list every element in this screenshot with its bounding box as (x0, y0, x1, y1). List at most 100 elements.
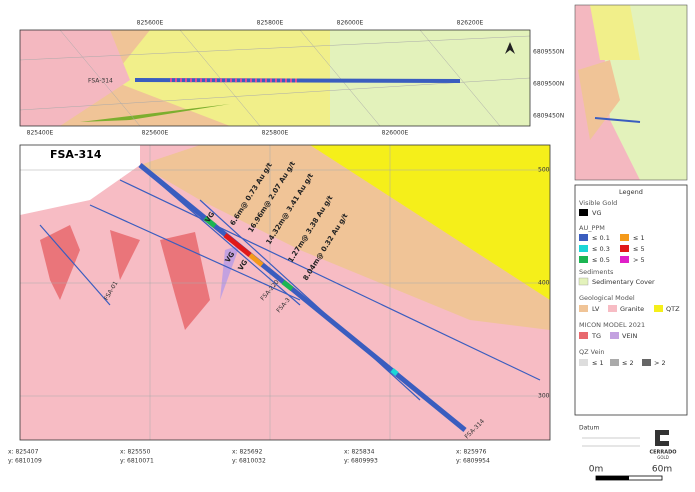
scale-bar-fill (596, 476, 629, 480)
shape (199, 199, 421, 401)
north-arrow (505, 42, 515, 54)
plan-granite-west (20, 30, 130, 126)
legend-item: ≤ 0.3 (592, 245, 610, 253)
legend-item: LV (592, 305, 600, 313)
coord-x: x: 825550 (120, 449, 151, 456)
elevation-tick: 300 (538, 393, 550, 400)
legend-item: ≤ 5 (633, 245, 645, 253)
legend-heading: Sediments (579, 268, 614, 276)
coord-y: y: 6810032 (232, 458, 266, 465)
section-hole-label: FSA-314 (50, 148, 102, 161)
shape (579, 245, 588, 252)
shape (281, 280, 294, 291)
section-vein (220, 245, 240, 300)
legend-item: Granite (620, 305, 644, 313)
shape (590, 5, 640, 60)
elevation-tick: 400 (538, 280, 550, 287)
plan-drillhole (134, 78, 461, 83)
legend-heading: MICON MODEL 2021 (579, 321, 645, 329)
shape (179, 29, 261, 127)
shape (594, 117, 641, 123)
shape (579, 305, 588, 312)
section-drillhole (138, 163, 467, 432)
legend-heading: Visible Gold (579, 199, 617, 207)
legend-item: QTZ (666, 305, 680, 313)
shape (579, 256, 588, 263)
shape (223, 233, 252, 257)
legend-item: Sedimentary Cover (592, 278, 655, 286)
right-tick: 6809500N (533, 81, 564, 88)
legend-item: TG (591, 332, 601, 340)
shape (574, 4, 688, 181)
right-tick: 6809550N (533, 49, 564, 56)
plan-grid (19, 29, 531, 127)
shape (579, 359, 588, 366)
top-tick: 826200E (457, 20, 484, 27)
top-tick: 826000E (337, 20, 364, 27)
legend-heading: AU_PPM (579, 224, 605, 232)
section-lv (140, 145, 550, 330)
legend-heading: QZ Vein (579, 348, 605, 356)
shape (248, 253, 264, 267)
shape (203, 216, 217, 228)
legend-heading: Geological Model (579, 294, 635, 302)
shape (610, 332, 619, 339)
logo-mark (655, 430, 669, 446)
plan-view: FSA-314 825600E 825800E 826000E 826200E … (19, 20, 564, 137)
coord-x: x: 825834 (344, 449, 375, 456)
plan-vein (80, 104, 230, 122)
top-tick: 825800E (257, 20, 284, 27)
legend-title: Legend (619, 188, 643, 196)
shape (59, 29, 141, 127)
shape (110, 230, 140, 280)
section-view: FSA-314 6.6m@ 0.73 Au g/t 16.96m@ 2.07 A… (8, 144, 551, 465)
shape (39, 224, 111, 306)
bottom-tick: 825400E (27, 130, 54, 137)
shape (40, 225, 80, 300)
footer: Datum CERRADO GOLD 0m 60m (579, 425, 677, 481)
shape (160, 232, 210, 330)
shape (579, 332, 588, 339)
logo-text: CERRADO (649, 450, 676, 456)
coord-y: y: 6809993 (344, 458, 378, 465)
right-tick: 6809450N (533, 113, 564, 120)
coord-x: x: 825976 (456, 449, 487, 456)
legend-frame (574, 184, 688, 416)
shape (620, 245, 629, 252)
plan-assays (169, 78, 301, 83)
legend-item: ≤ 1 (592, 359, 604, 367)
legend-item: > 2 (654, 359, 666, 367)
plan-frame (19, 29, 531, 127)
legend-item: VG (592, 209, 601, 217)
coord-x: x: 825692 (232, 449, 263, 456)
section-tg (40, 225, 210, 330)
legend-item: VEIN (622, 332, 637, 340)
shape (89, 204, 301, 301)
legend: Legend Visible Gold VG AU_PPM ≤ 0.1 ≤ 1 … (574, 184, 688, 416)
shape (390, 368, 399, 376)
shape (119, 179, 541, 381)
shape (578, 60, 620, 140)
shape (654, 305, 663, 312)
shape (610, 359, 619, 366)
shape (620, 234, 629, 241)
section-assays (203, 216, 399, 376)
shape (419, 29, 501, 127)
plan-sediment (330, 30, 530, 126)
section-qtz (310, 145, 550, 300)
bottom-tick: 825600E (142, 130, 169, 137)
shape (579, 234, 588, 241)
shape (578, 277, 589, 286)
logo-text: GOLD (657, 455, 669, 460)
plan-hole-label: FSA-314 (88, 78, 113, 85)
section-air (20, 145, 140, 215)
legend-item: ≤ 2 (622, 359, 634, 367)
datum-label: Datum (579, 425, 599, 432)
bottom-tick: 826000E (382, 130, 409, 137)
shape (19, 35, 531, 61)
coord-y: y: 6810109 (8, 458, 42, 465)
inset-map (574, 4, 688, 181)
section-frame (19, 144, 551, 441)
scale-label: 0m (589, 465, 604, 475)
